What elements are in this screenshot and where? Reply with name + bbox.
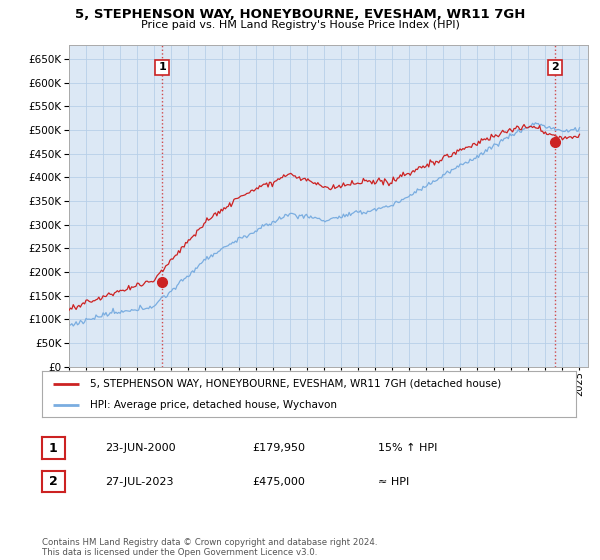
Text: Contains HM Land Registry data © Crown copyright and database right 2024.
This d: Contains HM Land Registry data © Crown c… (42, 538, 377, 557)
Text: £179,950: £179,950 (252, 443, 305, 453)
Text: ≈ HPI: ≈ HPI (378, 477, 409, 487)
Text: Price paid vs. HM Land Registry's House Price Index (HPI): Price paid vs. HM Land Registry's House … (140, 20, 460, 30)
Text: 2: 2 (551, 62, 559, 72)
Text: £475,000: £475,000 (252, 477, 305, 487)
Text: 2: 2 (49, 475, 58, 488)
Text: 5, STEPHENSON WAY, HONEYBOURNE, EVESHAM, WR11 7GH (detached house): 5, STEPHENSON WAY, HONEYBOURNE, EVESHAM,… (90, 379, 502, 389)
Text: 1: 1 (49, 441, 58, 455)
Text: 15% ↑ HPI: 15% ↑ HPI (378, 443, 437, 453)
Text: 1: 1 (158, 62, 166, 72)
Text: 23-JUN-2000: 23-JUN-2000 (105, 443, 176, 453)
Text: 27-JUL-2023: 27-JUL-2023 (105, 477, 173, 487)
Text: 5, STEPHENSON WAY, HONEYBOURNE, EVESHAM, WR11 7GH: 5, STEPHENSON WAY, HONEYBOURNE, EVESHAM,… (75, 8, 525, 21)
Text: HPI: Average price, detached house, Wychavon: HPI: Average price, detached house, Wych… (90, 400, 337, 410)
